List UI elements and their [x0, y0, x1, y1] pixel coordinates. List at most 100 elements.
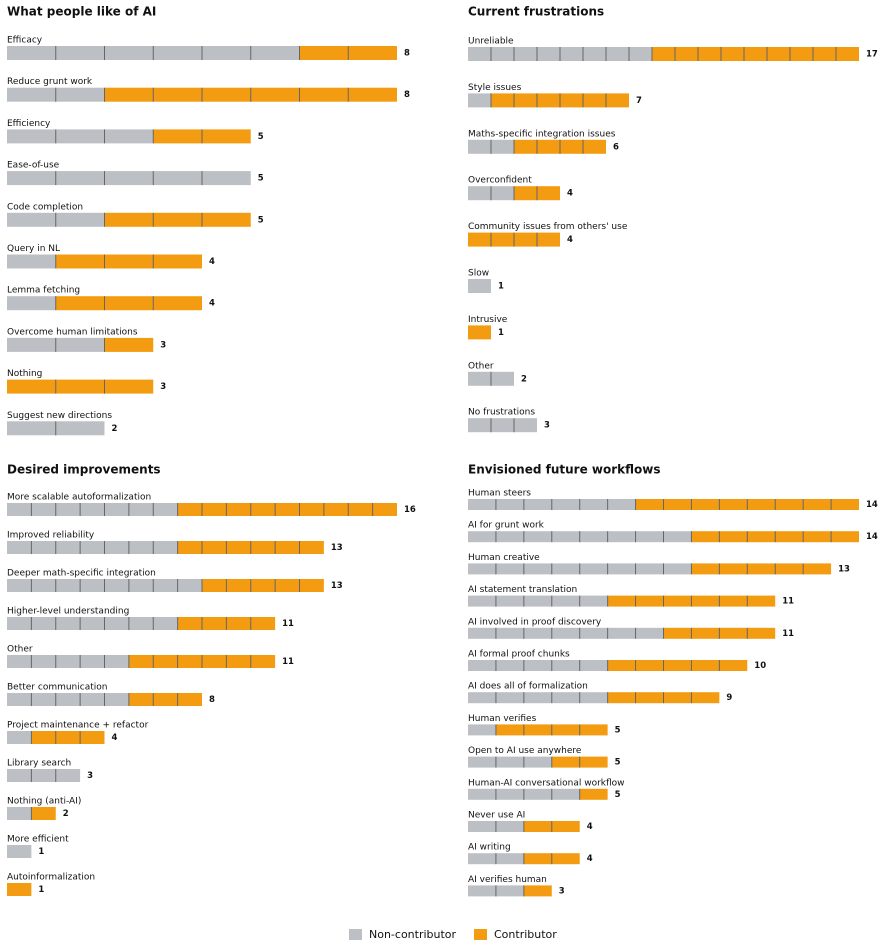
total-label: 1 [498, 282, 504, 292]
total-label: 10 [754, 661, 766, 671]
bar-segment [523, 885, 552, 897]
total-label: 5 [615, 725, 621, 735]
category-label: Overcome human limitations [7, 327, 138, 337]
category-label: More efficient [7, 835, 69, 845]
total-label: 1 [38, 885, 44, 895]
panel-title: Envisioned future workflows [468, 463, 661, 477]
category-label: Intrusive [468, 315, 508, 325]
bar-segment [468, 93, 491, 108]
bar-segment [104, 212, 251, 227]
category-label: Autoinformalization [7, 873, 95, 883]
total-label: 9 [726, 693, 732, 703]
total-label: 3 [160, 340, 166, 350]
total-label: 5 [615, 758, 621, 768]
category-label: Lemma fetching [7, 286, 80, 296]
category-label: Maths-specific integration issues [468, 129, 616, 139]
bar-segment [468, 595, 608, 607]
bar-segment [7, 129, 154, 144]
total-label: 3 [544, 421, 550, 431]
category-label: Open to AI use anywhere [468, 746, 582, 756]
total-label: 17 [866, 50, 878, 60]
bar-segment [468, 724, 496, 736]
bar-segment [55, 254, 202, 269]
total-label: 1 [38, 847, 44, 857]
total-label: 11 [282, 657, 294, 667]
bar-segment [31, 731, 105, 744]
category-label: Nothing [7, 369, 42, 379]
category-label: Human creative [468, 553, 540, 563]
bar-segment [7, 807, 32, 820]
total-label: 11 [282, 619, 294, 629]
total-label: 8 [404, 90, 410, 100]
bar-segment [128, 693, 202, 706]
bar-segment [652, 47, 859, 61]
total-label: 8 [209, 695, 215, 705]
total-label: 14 [866, 500, 878, 510]
category-label: AI writing [468, 843, 511, 853]
bar-segment [31, 807, 56, 820]
category-label: Suggest new directions [7, 411, 112, 421]
total-label: 13 [838, 564, 850, 574]
total-label: 8 [404, 49, 410, 59]
total-label: 5 [258, 215, 264, 225]
category-label: Code completion [7, 202, 83, 212]
total-label: 4 [209, 257, 215, 267]
category-label: Project maintenance + refactor [7, 721, 149, 731]
category-label: Other [468, 361, 494, 371]
legend-swatch [474, 929, 487, 940]
total-label: 3 [160, 382, 166, 392]
bar-segment [7, 296, 56, 311]
bar-segment [7, 503, 178, 516]
category-label: Query in NL [7, 244, 60, 254]
category-label: AI verifies human [468, 875, 547, 885]
bar-segment [7, 171, 251, 186]
category-label: Improved reliability [7, 531, 95, 541]
total-label: 7 [636, 96, 642, 106]
total-label: 5 [258, 174, 264, 184]
category-label: Style issues [468, 83, 522, 93]
bar-segment [177, 503, 397, 516]
legend-swatch [349, 929, 362, 940]
bar-segment [55, 296, 202, 311]
bar-segment [468, 692, 608, 704]
category-label: Community issues from others' use [468, 222, 628, 232]
category-label: Nothing (anti-AI) [7, 797, 81, 807]
category-label: Efficacy [7, 36, 43, 46]
category-label: AI involved in proof discovery [468, 617, 602, 627]
bar-segment [7, 769, 81, 782]
total-label: 16 [404, 505, 416, 515]
category-label: Deeper math-specific integration [7, 569, 156, 579]
bar-segment [468, 418, 537, 433]
total-label: 1 [498, 328, 504, 338]
category-label: Higher-level understanding [7, 607, 129, 617]
total-label: 6 [613, 142, 619, 152]
bar-segment [7, 883, 32, 896]
total-label: 11 [782, 597, 794, 607]
total-label: 4 [587, 854, 593, 864]
total-label: 4 [567, 235, 573, 245]
category-label: No frustrations [468, 408, 535, 418]
legend-label: Non-contributor [369, 928, 457, 941]
bar-segment [7, 379, 154, 394]
bar-segment [691, 563, 832, 575]
category-label: AI does all of formalization [468, 682, 588, 692]
total-label: 2 [521, 374, 527, 384]
category-label: Efficiency [7, 119, 51, 129]
total-label: 4 [567, 189, 573, 199]
total-label: 2 [63, 809, 69, 819]
total-label: 4 [587, 822, 593, 832]
category-label: Overconfident [468, 176, 532, 186]
bar-segment [7, 655, 129, 668]
category-label: AI formal proof chunks [468, 650, 570, 660]
total-label: 13 [331, 543, 343, 553]
panel-title: What people like of AI [7, 5, 156, 19]
bar-segment [7, 617, 178, 630]
total-label: 2 [112, 424, 118, 434]
total-label: 13 [331, 581, 343, 591]
bar-segment [7, 693, 129, 706]
bar-segment [468, 756, 552, 768]
category-label: Never use AI [468, 811, 525, 821]
legend-label: Contributor [494, 928, 557, 941]
category-label: Better communication [7, 683, 107, 693]
